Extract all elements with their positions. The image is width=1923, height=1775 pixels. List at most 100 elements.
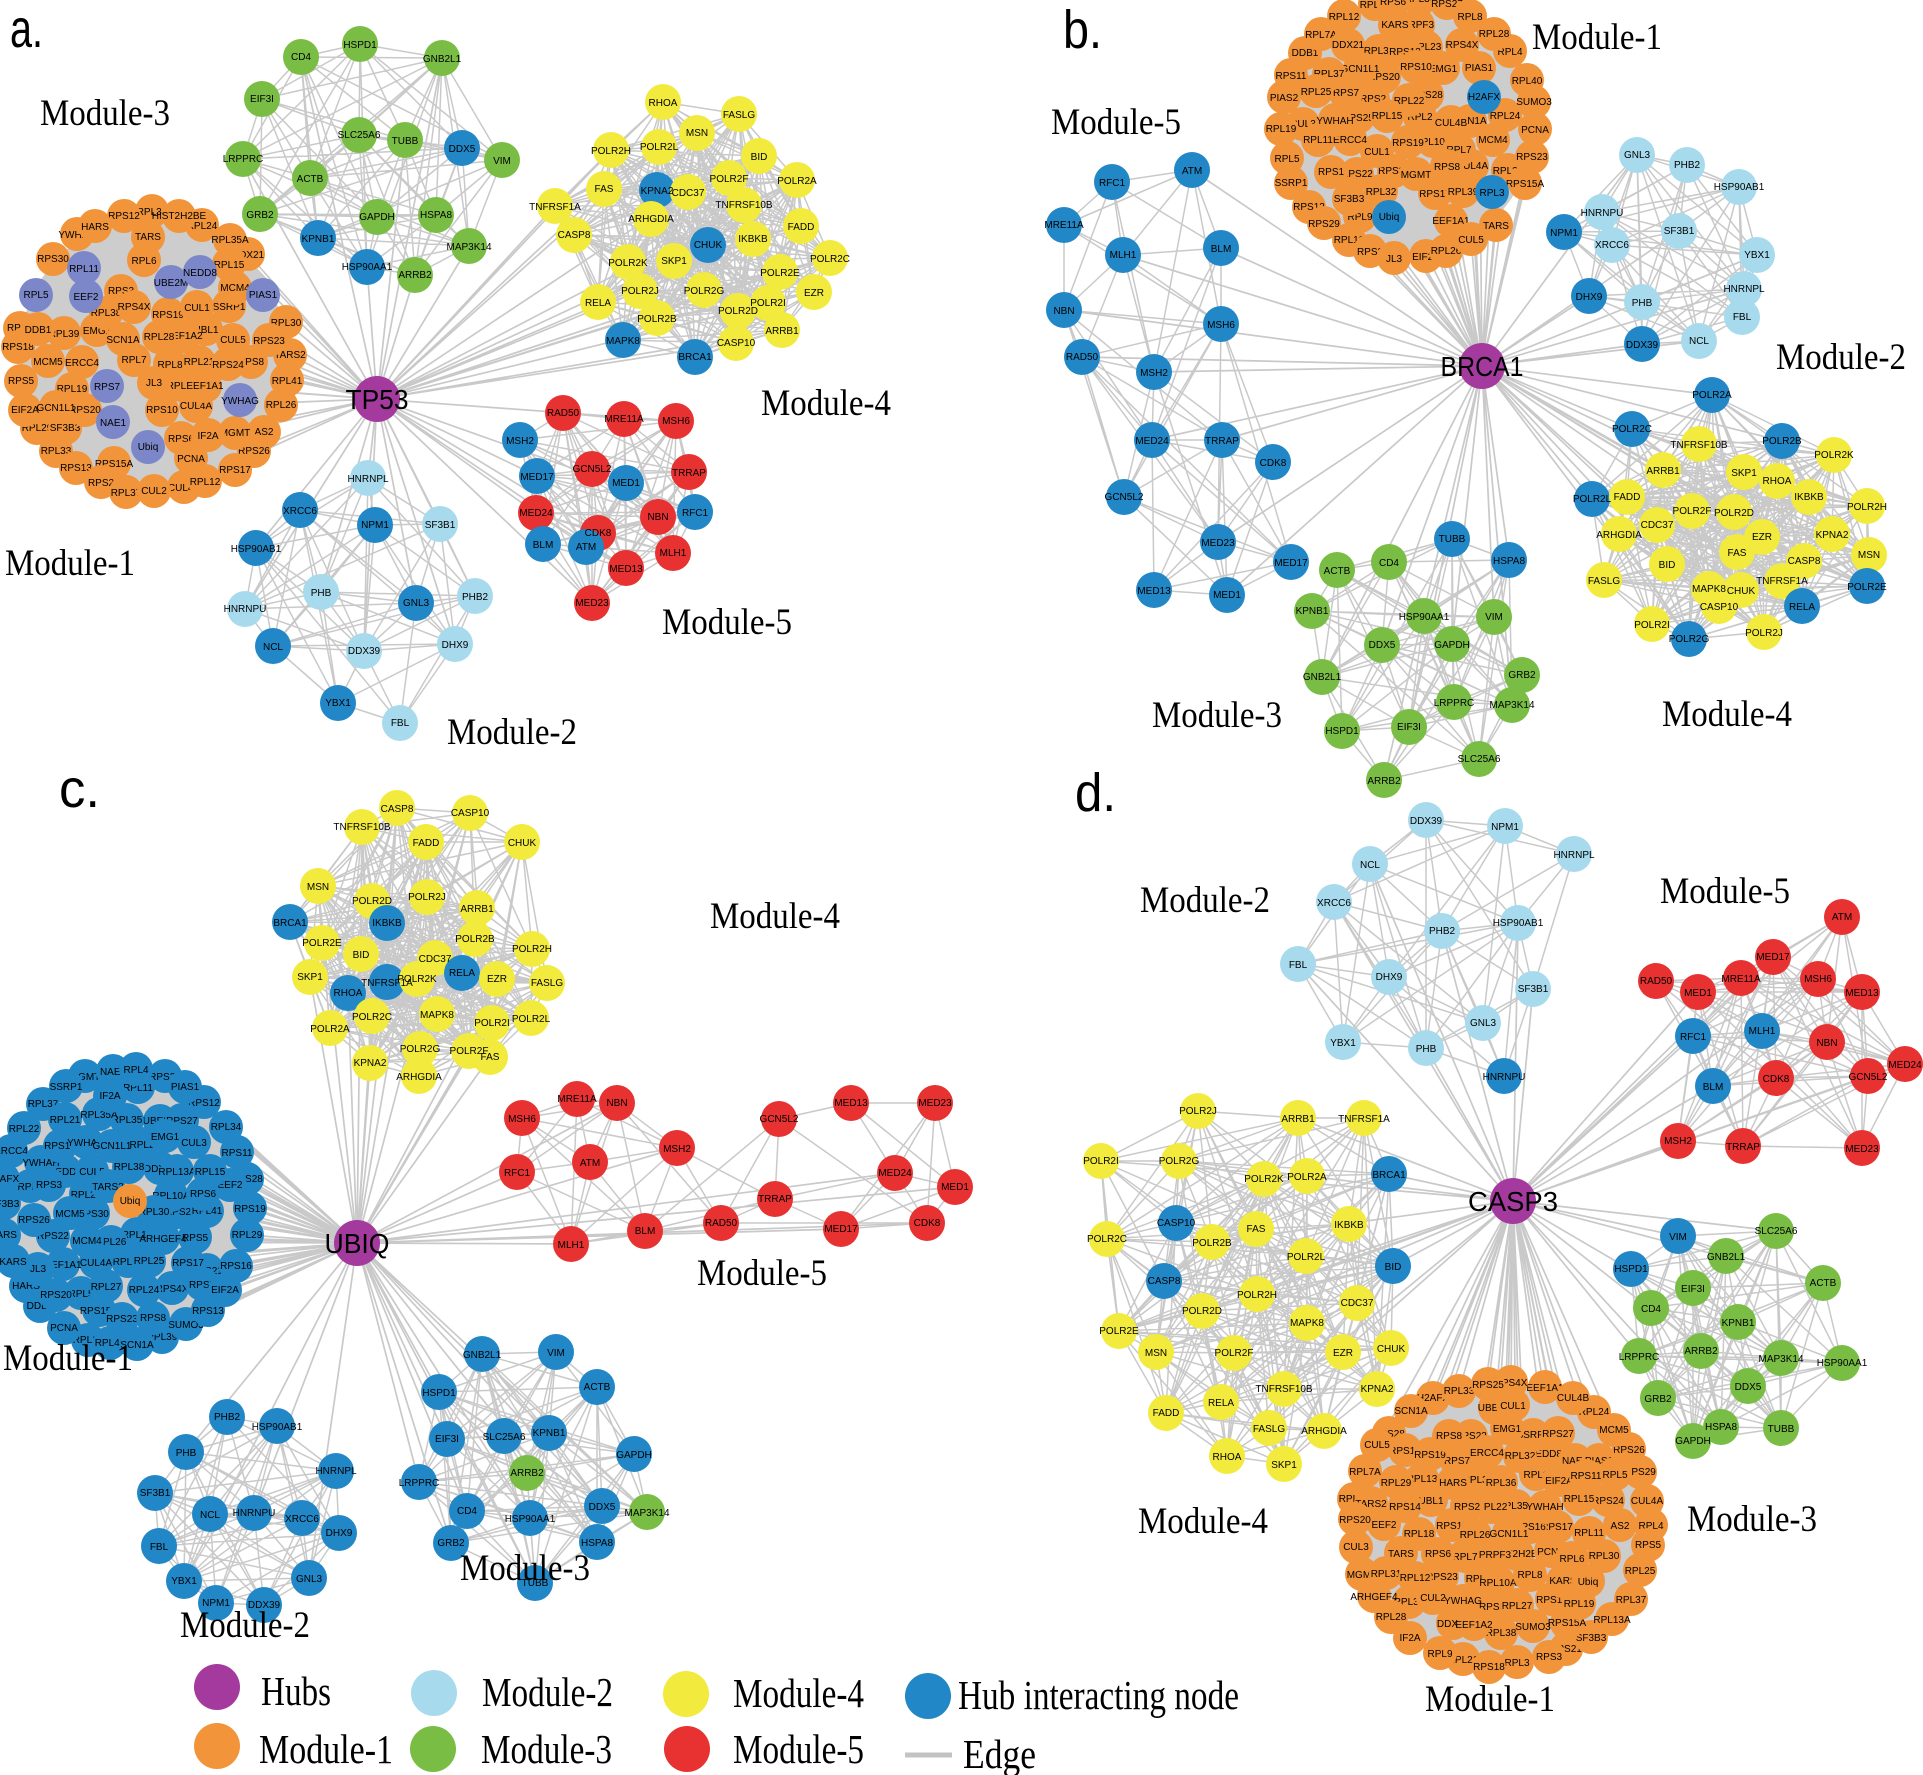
svg-text:RPL34: RPL34 bbox=[211, 1122, 242, 1133]
svg-text:RPL9: RPL9 bbox=[1347, 212, 1372, 223]
svg-text:RPL31: RPL31 bbox=[1371, 1569, 1402, 1580]
svg-text:VIM: VIM bbox=[1669, 1232, 1687, 1243]
svg-text:EIF2A: EIF2A bbox=[211, 1285, 239, 1296]
svg-text:RPS19: RPS19 bbox=[152, 310, 184, 321]
svg-text:MRE11A: MRE11A bbox=[1044, 220, 1084, 231]
svg-text:HNRNPL: HNRNPL bbox=[315, 1466, 357, 1477]
svg-text:Module-3: Module-3 bbox=[40, 93, 170, 134]
svg-text:GNL3: GNL3 bbox=[403, 598, 430, 609]
svg-text:HARS: HARS bbox=[1439, 1478, 1467, 1489]
svg-text:VIM: VIM bbox=[1485, 612, 1503, 623]
svg-text:RPL38: RPL38 bbox=[91, 308, 122, 319]
svg-text:FADD: FADD bbox=[413, 838, 440, 849]
svg-text:MED23: MED23 bbox=[575, 598, 609, 609]
svg-text:KPNA2: KPNA2 bbox=[1361, 1384, 1394, 1395]
svg-text:SSRP1: SSRP1 bbox=[50, 1082, 83, 1093]
svg-text:RPL10A: RPL10A bbox=[152, 1191, 190, 1202]
svg-text:HSPA8: HSPA8 bbox=[581, 1538, 613, 1549]
svg-text:RPS2: RPS2 bbox=[1360, 94, 1387, 105]
svg-text:BID: BID bbox=[353, 950, 370, 961]
svg-text:CUL4B: CUL4B bbox=[168, 483, 201, 494]
svg-text:RPL25: RPL25 bbox=[134, 1256, 165, 1267]
svg-text:GNL3: GNL3 bbox=[1470, 1018, 1497, 1029]
svg-text:Edge: Edge bbox=[963, 1731, 1036, 1775]
svg-text:HNRNPL: HNRNPL bbox=[347, 474, 389, 485]
svg-text:GNB2L1: GNB2L1 bbox=[1707, 1252, 1746, 1263]
svg-text:YWHAH: YWHAH bbox=[1526, 1502, 1563, 1513]
svg-text:POLR2J: POLR2J bbox=[1179, 1106, 1217, 1117]
svg-text:RHOA: RHOA bbox=[1213, 1452, 1242, 1463]
svg-text:TP53: TP53 bbox=[346, 384, 409, 415]
svg-text:RPS8: RPS8 bbox=[1436, 1431, 1463, 1442]
svg-text:YWHAG: YWHAG bbox=[1444, 1596, 1482, 1607]
svg-text:RPL12: RPL12 bbox=[190, 477, 221, 488]
svg-text:RPL5: RPL5 bbox=[68, 1289, 93, 1300]
svg-text:CDK8: CDK8 bbox=[1763, 1074, 1790, 1085]
svg-text:SSRP1: SSRP1 bbox=[1517, 1430, 1550, 1441]
svg-text:IF2A: IF2A bbox=[1399, 1633, 1420, 1644]
svg-text:RPL25: RPL25 bbox=[1301, 87, 1332, 98]
svg-text:POLR2C: POLR2C bbox=[352, 1012, 392, 1023]
svg-text:RPS3: RPS3 bbox=[1357, 247, 1384, 258]
svg-text:TNFRSF1A: TNFRSF1A bbox=[1756, 576, 1808, 587]
svg-text:LRPPRC: LRPPRC bbox=[1434, 698, 1475, 709]
svg-text:GCN5L2: GCN5L2 bbox=[1849, 1072, 1888, 1083]
svg-text:MSH2: MSH2 bbox=[506, 436, 534, 447]
svg-text:RPS12: RPS12 bbox=[1536, 1595, 1568, 1606]
svg-text:SF3B1: SF3B1 bbox=[1518, 984, 1549, 995]
svg-text:PIAS1: PIAS1 bbox=[1585, 1456, 1614, 1467]
svg-text:KPNB1: KPNB1 bbox=[533, 1428, 566, 1439]
svg-text:AS2: AS2 bbox=[1611, 1521, 1630, 1532]
svg-text:RPS9: RPS9 bbox=[1479, 1602, 1506, 1613]
svg-text:DDX5: DDX5 bbox=[449, 144, 476, 155]
svg-text:RPL2: RPL2 bbox=[1523, 1470, 1548, 1481]
svg-text:CASP10: CASP10 bbox=[1700, 602, 1739, 613]
svg-text:MED23: MED23 bbox=[1201, 538, 1235, 549]
svg-text:NEDD8: NEDD8 bbox=[183, 268, 217, 279]
svg-text:MED13: MED13 bbox=[1845, 988, 1879, 999]
svg-text:TNFRSF1A: TNFRSF1A bbox=[1338, 1114, 1390, 1125]
svg-text:RPL30: RPL30 bbox=[1360, 0, 1391, 11]
svg-text:RPL25: RPL25 bbox=[1625, 1566, 1656, 1577]
svg-text:Module-3: Module-3 bbox=[1152, 695, 1282, 736]
svg-text:HSPD1: HSPD1 bbox=[422, 1388, 456, 1399]
svg-text:MLH1: MLH1 bbox=[660, 548, 687, 559]
svg-text:MED17: MED17 bbox=[1756, 952, 1790, 963]
svg-text:RPL36: RPL36 bbox=[1364, 46, 1395, 57]
svg-text:RPS26: RPS26 bbox=[1613, 1445, 1645, 1456]
svg-text:b.: b. bbox=[1063, 0, 1102, 60]
svg-text:NEDD8: NEDD8 bbox=[1528, 1449, 1562, 1460]
svg-text:POLR2L: POLR2L bbox=[1287, 1252, 1326, 1263]
svg-text:RPS3: RPS3 bbox=[36, 1180, 63, 1191]
svg-text:RPS15A: RPS15A bbox=[1506, 179, 1545, 190]
svg-text:NCL: NCL bbox=[1360, 860, 1380, 871]
svg-text:HSPA8: HSPA8 bbox=[1493, 556, 1525, 567]
svg-text:MGMT: MGMT bbox=[1401, 170, 1432, 181]
svg-text:RPL34: RPL34 bbox=[1394, 1597, 1425, 1608]
svg-text:PCNA: PCNA bbox=[1521, 125, 1549, 136]
svg-text:RPS10: RPS10 bbox=[1400, 62, 1432, 73]
svg-text:EIF2A: EIF2A bbox=[1545, 1476, 1573, 1487]
svg-text:FBL: FBL bbox=[1733, 312, 1752, 323]
svg-text:CDC37: CDC37 bbox=[1341, 1298, 1374, 1309]
svg-text:ATM: ATM bbox=[1832, 912, 1852, 923]
svg-text:PHB2: PHB2 bbox=[1429, 926, 1456, 937]
svg-text:RHOA: RHOA bbox=[649, 98, 678, 109]
svg-text:PCNA: PCNA bbox=[1537, 1547, 1565, 1558]
svg-text:RPS17: RPS17 bbox=[1419, 189, 1451, 200]
svg-text:EMG1: EMG1 bbox=[83, 326, 112, 337]
svg-text:RFC1: RFC1 bbox=[1099, 178, 1126, 189]
svg-text:SKP1: SKP1 bbox=[1731, 468, 1757, 479]
svg-text:LRPPRC: LRPPRC bbox=[223, 154, 264, 165]
svg-text:YWHAH: YWHAH bbox=[22, 1158, 59, 1169]
svg-text:RPL35: RPL35 bbox=[112, 1115, 143, 1126]
svg-text:LRPPRC: LRPPRC bbox=[1619, 1352, 1660, 1363]
svg-text:MGMT: MGMT bbox=[220, 428, 251, 439]
svg-text:TNFRSF10B: TNFRSF10B bbox=[1255, 1384, 1313, 1395]
svg-text:RPL6: RPL6 bbox=[131, 256, 156, 267]
svg-text:TARS: TARS bbox=[135, 232, 161, 243]
svg-text:RPL13A: RPL13A bbox=[158, 1167, 196, 1178]
svg-text:MED24: MED24 bbox=[878, 1168, 912, 1179]
svg-text:RPS26: RPS26 bbox=[18, 1215, 50, 1226]
svg-text:RPL9: RPL9 bbox=[1427, 1649, 1452, 1660]
